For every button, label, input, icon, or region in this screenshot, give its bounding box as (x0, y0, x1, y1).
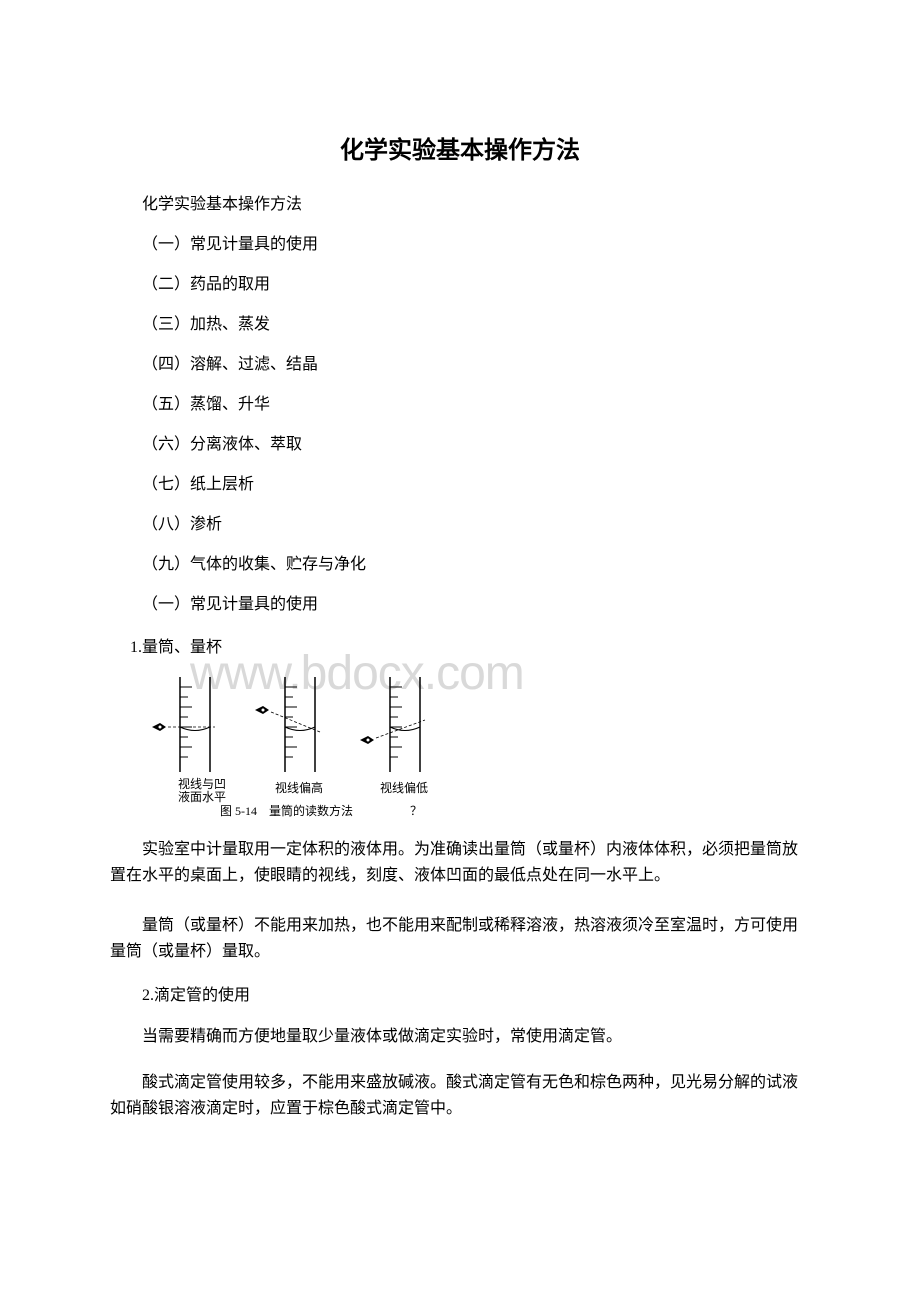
figure-label-2: 视线偏高 (275, 780, 323, 795)
toc-item-9: （九）气体的收集、贮存与净化 (110, 553, 810, 577)
figure-label-3: 视线偏低 (380, 780, 428, 795)
paragraph-1: 实验室中计量取用一定体积的液体用。为准确读出量筒（或量杯）内液体体积，必须把量筒… (110, 837, 810, 888)
section-1-heading: （一）常见计量具的使用 (110, 593, 810, 617)
cylinder-2 (255, 677, 320, 772)
toc-item-6: （六）分离液体、萃取 (110, 433, 810, 457)
item-1-label: 1.量筒、量杯 (130, 633, 810, 657)
toc-item-5: （五）蒸馏、升华 (110, 393, 810, 417)
subtitle-line: 化学实验基本操作方法 (110, 193, 810, 217)
figure-label-1-line2: 液面水平 (178, 789, 226, 804)
toc-item-4: （四）溶解、过滤、结晶 (110, 353, 810, 377)
figure-label-1-line1: 视线与凹 (178, 776, 226, 791)
paragraph-4: 酸式滴定管使用较多，不能用来盛放碱液。酸式滴定管有无色和棕色两种，见光易分解的试… (110, 1070, 810, 1121)
toc-item-7: （七）纸上层析 (110, 473, 810, 497)
document-content: 化学实验基本操作方法 化学实验基本操作方法 （一）常见计量具的使用 （二）药品的… (110, 130, 810, 1121)
figure-caption-suffix: ？ (410, 804, 422, 817)
figure-caption-text: 图 5-14 量筒的读数方法 (220, 803, 353, 817)
toc-item-2: （二）药品的取用 (110, 273, 810, 297)
toc-item-3: （三）加热、蒸发 (110, 313, 810, 337)
figure-container: 视线与凹 液面水平 视线偏高 视线偏低 图 5-14 量筒的读数方法 ？ (130, 672, 810, 817)
cylinder-reading-diagram: 视线与凹 液面水平 视线偏高 视线偏低 图 5-14 量筒的读数方法 ？ (130, 672, 490, 817)
cylinder-1 (152, 677, 215, 772)
toc-item-1: （一）常见计量具的使用 (110, 233, 810, 257)
paragraph-3: 当需要精确而方便地量取少量液体或做滴定实验时，常使用滴定管。 (110, 1024, 810, 1050)
item-2-label: 2.滴定管的使用 (110, 984, 810, 1008)
paragraph-2: 量筒（或量杯）不能用来加热，也不能用来配制或稀释溶液，热溶液须冷至室温时，方可使… (110, 913, 810, 964)
page-title: 化学实验基本操作方法 (110, 130, 810, 165)
cylinder-3 (360, 677, 425, 772)
toc-item-8: （八）渗析 (110, 513, 810, 537)
